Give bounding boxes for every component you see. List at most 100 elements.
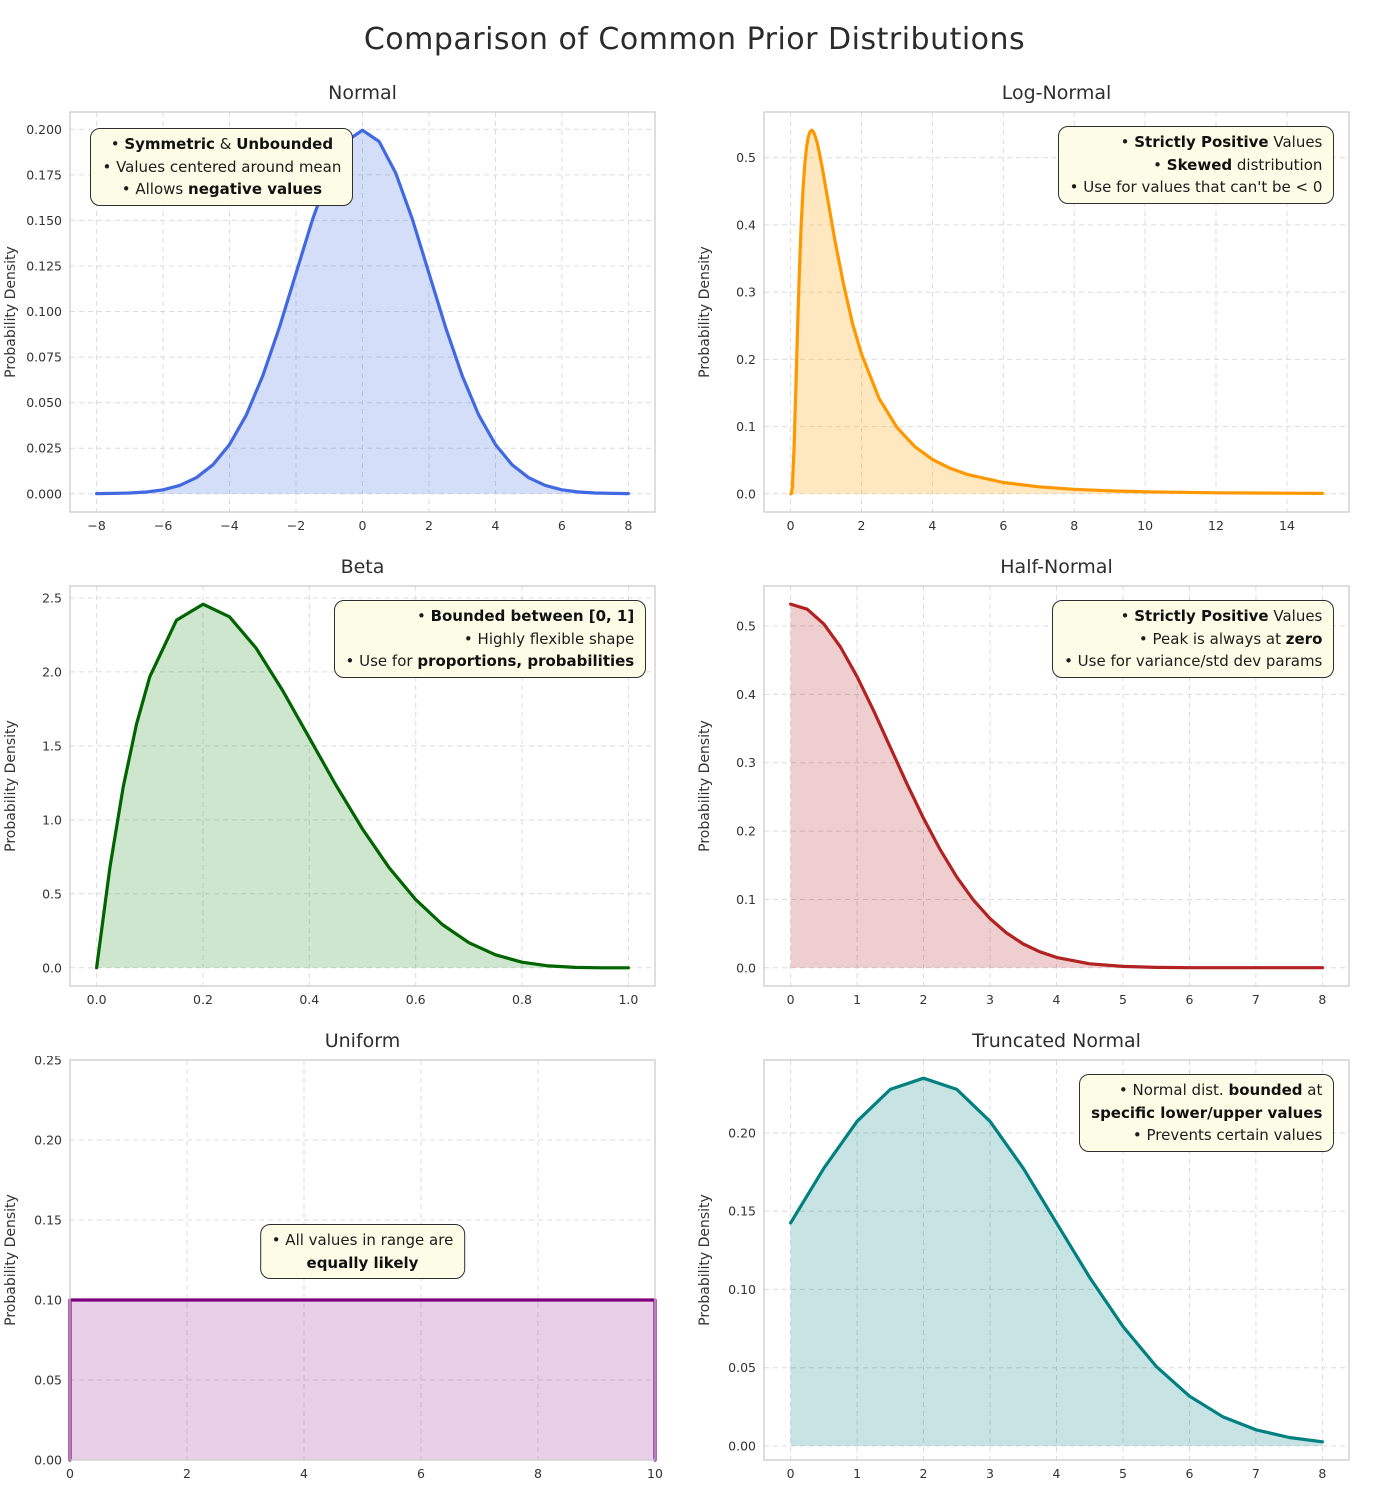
chart-panel-log-normal: Log-Normal 0 2 4 6 8 10 12 14 0.0 0.1 0.2 0.3 0.4 0.5… [694,78,1389,548]
y-tick-label: 2.0 [42,664,62,679]
y-tick-label: 0.25 [34,1056,62,1068]
chart-svg: 0.0 0.2 0.4 0.6 0.8 1.0 0.0 0.5 1.0 1.5 2.0 2.5 Prob… [3,585,656,1008]
x-tick-label: 4 [300,1466,308,1481]
x-tick-label: 0.8 [512,992,532,1007]
annotation-line: • Use for proportions, probabilities [345,652,635,670]
chart-svg: −8 −6 −4 −2 0 2 4 6 8 0.000 0.025 0.050 0.075 0.100 0.… [3,111,656,533]
y-tick-label: 0.15 [728,1204,756,1219]
annotation-line: • Skewed distribution [1153,155,1323,174]
x-tick-label: 0.2 [193,992,213,1007]
plot-border [69,585,656,987]
annotation-box: • Strictly Positive Values • Peak is alwa… [1052,600,1335,678]
y-tick-label: 0.050 [26,395,62,410]
y-tick-label: 0.20 [728,1125,756,1140]
y-axis-label: Probability Density [3,720,19,852]
x-tick-label: −8 [87,518,105,533]
y-tick-label: 2.5 [42,591,62,606]
x-tick-label: 6 [999,518,1007,533]
y-tick-label: 0.4 [736,217,756,232]
figure-title: Comparison of Common Prior Distributions [363,21,1026,57]
distribution-fill [790,130,1323,494]
x-tick-label: 0.4 [299,992,319,1007]
annotation-box: • All values in range are equally likely [259,1224,466,1279]
x-tick-label: −6 [154,518,172,533]
tick-labels: 0.0 0.2 0.4 0.6 0.8 1.0 0.0 0.5 1.0 1.5 2.0 2.5 [42,591,638,1008]
chart-panel-normal: Normal −8 −6 −4 −2 0 2 4 6 8 0.000 0.025 0.050 0.075… [0,78,694,548]
tick-labels: 0 2 4 6 8 10 12 14 0.0 0.1 0.2 0.3 0.4 0.5 [736,150,1295,533]
y-tick-label: 0.05 [34,1373,62,1388]
tick-labels: 0 2 4 6 8 10 0.00 0.05 0.10 0.15 0.20 0.25 [34,1056,663,1481]
plot-area: 0 2 4 6 8 10 0.00 0.05 0.10 0.15 0.20 0.25 Probabili… [0,1056,664,1488]
plot-border [69,1059,656,1461]
x-tick-label: 1.0 [618,992,638,1007]
annotation-line: • Peak is always at zero [1138,629,1323,648]
x-tick-label: 12 [1208,518,1224,533]
x-tick-label: 3 [986,1466,994,1481]
y-axis-label: Probability Density [697,720,713,852]
annotation-line: • Bounded between [0, 1] [416,607,635,625]
y-tick-label: 1.0 [42,812,62,827]
annotation-line: • Allows negative values [121,180,323,198]
x-tick-label: 6 [558,518,566,533]
annotation-box: • Bounded between [0, 1] • Highly flexibl… [333,600,647,678]
x-tick-label: 14 [1279,518,1295,533]
x-tick-label: 4 [492,518,500,533]
y-tick-label: 0.00 [728,1438,756,1453]
chart-panel-beta: Beta 0.0 0.2 0.4 0.6 0.8 1.0 0.0 0.5 1.0 1.5 2.0 2.… [0,552,694,1022]
distribution-fill [790,1078,1323,1446]
chart-panel-uniform: Uniform 0 2 4 6 8 10 0.00 0.05 0.10 0.15 0.20 0.25 P… [0,1026,694,1496]
annotation-line: • Highly flexible shape [463,629,635,648]
x-tick-label: 4 [928,518,936,533]
y-tick-label: 0.2 [736,352,756,367]
annotation-line: • Use for variance/std dev params [1064,652,1323,670]
x-tick-label: 0 [66,1466,74,1481]
x-tick-label: 2 [920,1466,928,1481]
chart-svg: 0 2 4 6 8 10 0.00 0.05 0.10 0.15 0.20 0.25 Probabili… [3,1056,663,1481]
y-tick-label: 0.10 [34,1293,62,1308]
x-tick-label: −2 [287,518,305,533]
x-tick-label: 0 [787,992,795,1007]
x-tick-label: 1 [853,1466,861,1481]
y-axis-label: Probability Density [3,1194,19,1326]
x-tick-label: 5 [1119,1466,1127,1481]
plot-area: 0 1 2 3 4 5 6 7 8 0.00 0.05 0.10 0.15 0.20 Probability… [694,1056,1358,1488]
x-tick-label: 8 [624,518,632,533]
x-tick-label: 8 [534,1466,542,1481]
y-tick-label: 0.0 [736,486,756,501]
distribution-curve [95,128,630,496]
x-tick-label: 2 [858,518,866,533]
plot-area: 0.0 0.2 0.4 0.6 0.8 1.0 0.0 0.5 1.0 1.5 2.0 2.5 Prob… [0,582,664,1014]
tick-labels: 0 1 2 3 4 5 6 7 8 0.00 0.05 0.10 0.15 0.20 [728,1125,1326,1481]
annotation-line: equally likely [306,1253,419,1272]
x-tick-label: 8 [1318,1466,1326,1481]
annotation-line: • All values in range are [271,1231,454,1249]
chart-title: Log-Normal [1001,82,1112,104]
x-tick-label: 4 [1053,992,1061,1007]
y-axis-label: Probability Density [697,246,713,378]
x-tick-label: 4 [1053,1466,1061,1481]
distribution-curve [789,602,1324,970]
x-tick-label: 5 [1119,992,1127,1007]
plot-area: 0 2 4 6 8 10 12 14 0.0 0.1 0.2 0.3 0.4 0.5 Probability… [694,108,1358,540]
chart-svg: 0 1 2 3 4 5 6 7 8 0.00 0.05 0.10 0.15 0.20 Probability… [697,1059,1350,1481]
y-tick-label: 0.150 [26,213,62,228]
chart-grid: Normal −8 −6 −4 −2 0 2 4 6 8 0.000 0.025 0.050 0.075… [0,78,1389,1496]
annotation-box: • Strictly Positive Values • Skewed distr… [1057,126,1335,204]
plot-border [763,1059,1350,1461]
distribution-fill [96,130,629,494]
y-tick-label: 0.10 [728,1282,756,1297]
y-tick-label: 0.125 [26,259,62,274]
x-tick-label: 2 [920,992,928,1007]
annotation-box: • Normal dist. bounded at specific lower/… [1079,1074,1335,1152]
y-axis-label: Probability Density [3,246,19,378]
chart-title: Beta [340,556,385,578]
y-tick-label: 0.0 [42,960,62,975]
distribution-fill [790,604,1323,968]
y-tick-label: 0.05 [728,1360,756,1375]
gridlines [70,112,655,512]
y-axis-label: Probability Density [697,1194,713,1326]
annotation-line: • Symmetric & Unbounded [110,135,334,153]
x-tick-label: 10 [647,1466,663,1481]
plot-border [763,585,1350,987]
annotation-line: • Strictly Positive Values [1120,607,1323,625]
